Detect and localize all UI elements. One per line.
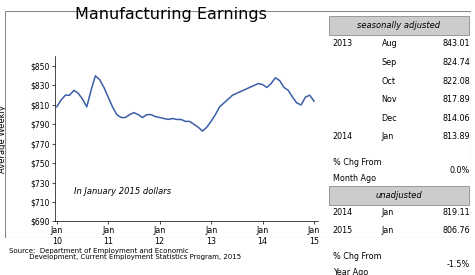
Text: Sep: Sep [382,58,397,67]
Text: 822.08: 822.08 [442,77,470,86]
Text: Manufacturing Earnings: Manufacturing Earnings [75,7,267,22]
Text: seasonally adjusted: seasonally adjusted [357,21,441,30]
Text: 0.0%: 0.0% [449,166,470,175]
FancyBboxPatch shape [329,186,469,205]
Text: 2014: 2014 [332,133,353,141]
Text: 2015: 2015 [332,226,353,235]
Text: Aug: Aug [382,39,397,48]
Text: % Chg From: % Chg From [332,252,381,261]
Text: Jan: Jan [382,226,394,235]
Y-axis label: Average Weekly: Average Weekly [0,105,7,173]
Text: In January 2015 dollars: In January 2015 dollars [74,187,171,196]
Text: Dec: Dec [382,114,397,123]
Text: 814.06: 814.06 [442,114,470,123]
Text: Month Ago: Month Ago [332,174,376,183]
Text: 2013: 2013 [332,39,353,48]
Text: Jan: Jan [382,133,394,141]
Text: 819.11: 819.11 [442,208,470,217]
FancyBboxPatch shape [329,16,469,35]
Text: 824.74: 824.74 [442,58,470,67]
Text: Oct: Oct [382,77,396,86]
Text: 806.76: 806.76 [442,226,470,235]
Text: 813.89: 813.89 [442,133,470,141]
Text: unadjusted: unadjusted [376,191,422,200]
Text: Nov: Nov [382,95,397,104]
Text: % Chg From: % Chg From [332,158,381,167]
Text: Year Ago: Year Ago [332,268,368,275]
Text: -1.5%: -1.5% [446,260,470,269]
Text: 843.01: 843.01 [442,39,470,48]
Text: 2014: 2014 [332,208,353,217]
Text: Jan: Jan [382,208,394,217]
Text: 817.89: 817.89 [442,95,470,104]
Text: Source:  Department of Employment and Economic
         Development, Current Emp: Source: Department of Employment and Eco… [9,248,241,260]
